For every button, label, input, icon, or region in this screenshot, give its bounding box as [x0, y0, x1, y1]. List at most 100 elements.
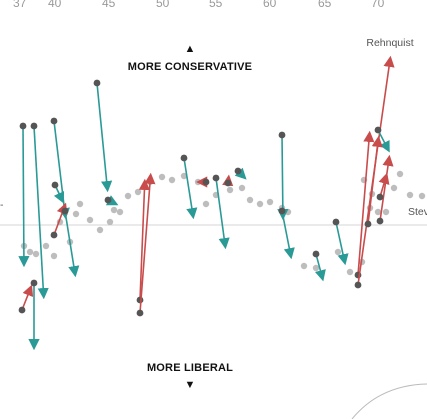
start-point — [202, 178, 210, 186]
x-tick-label: 55 — [209, 0, 223, 10]
justice-movement — [104, 195, 119, 206]
down-arrow-icon: ▼ — [184, 379, 195, 391]
start-point — [354, 281, 362, 289]
movement-arrow — [139, 172, 156, 314]
start-point — [278, 207, 286, 215]
start-point — [50, 117, 58, 125]
movement-arrow — [277, 134, 289, 221]
movement-arrow — [64, 210, 80, 278]
x-tick-label: 65 — [318, 0, 332, 10]
x-tick-label: 50 — [156, 0, 170, 10]
x-tick-label: 40 — [48, 0, 62, 10]
background-point — [158, 173, 166, 181]
movement-arrow — [377, 129, 390, 153]
justice-movement — [136, 178, 151, 304]
justice-movement — [93, 79, 113, 193]
background-point — [116, 208, 124, 216]
justice-movement — [28, 279, 40, 351]
start-point — [136, 296, 144, 304]
background-point — [300, 262, 308, 270]
start-point — [374, 126, 382, 134]
background-point — [76, 200, 84, 208]
movement-arrow — [96, 82, 113, 193]
background-point — [246, 196, 254, 204]
background-point — [396, 170, 404, 178]
x-tick-label: 45 — [102, 0, 116, 10]
movement-arrow — [281, 210, 295, 260]
justice-movement — [374, 126, 390, 153]
justice-movement — [196, 176, 210, 188]
start-point — [50, 231, 58, 239]
justice-movement — [212, 174, 230, 250]
start-point — [19, 122, 27, 130]
start-point — [278, 131, 286, 139]
justice-movement — [234, 167, 247, 180]
justice-movement — [180, 154, 198, 220]
movement-arrow — [33, 125, 49, 300]
background-point — [256, 200, 264, 208]
background-point — [418, 192, 426, 200]
justice-movement — [51, 181, 65, 204]
background-point — [96, 226, 104, 234]
background-point — [110, 206, 118, 214]
justice-movement — [61, 207, 80, 278]
background-point — [180, 172, 188, 180]
movement-arrow — [18, 125, 30, 268]
start-point — [376, 217, 384, 225]
justice-movement — [222, 174, 234, 187]
justice-movement — [332, 218, 349, 266]
justice-movement — [277, 131, 289, 221]
start-point — [104, 196, 112, 204]
justice-movement — [312, 250, 326, 282]
background-point — [106, 218, 114, 226]
start-point — [312, 250, 320, 258]
justice-movement — [50, 117, 70, 220]
movement-arrow — [21, 284, 34, 311]
movement-arrow — [379, 154, 394, 222]
justice-movements — [18, 55, 395, 351]
start-point — [18, 306, 26, 314]
more-conservative-label: MORE CONSERVATIVE — [128, 61, 252, 73]
start-point — [93, 79, 101, 87]
movement-arrow — [183, 157, 198, 220]
decorative-arc — [351, 383, 427, 419]
background-point — [86, 216, 94, 224]
start-point — [224, 179, 232, 187]
background-point — [238, 184, 246, 192]
start-point — [30, 279, 38, 287]
background-point — [382, 208, 390, 216]
background-point — [134, 188, 142, 196]
start-point — [364, 220, 372, 228]
justice-movement — [136, 172, 156, 317]
background-point — [26, 248, 34, 256]
background-point — [406, 191, 414, 199]
background-point — [32, 250, 40, 258]
background-point — [266, 198, 274, 206]
background-point — [390, 184, 398, 192]
background-point — [374, 208, 382, 216]
more-liberal-label: MORE LIBERAL — [147, 362, 233, 374]
movement-arrow — [53, 120, 70, 220]
start-point — [61, 207, 69, 215]
up-arrow-icon: ▲ — [184, 43, 195, 55]
start-point — [212, 174, 220, 182]
background-point — [284, 208, 292, 216]
movement-arrow — [335, 221, 349, 266]
x-axis-ticks: 37 40 45 50 55 60 65 70 — [13, 0, 385, 10]
start-point — [51, 181, 59, 189]
background-point — [334, 248, 342, 256]
background-point — [226, 186, 234, 194]
background-point — [50, 252, 58, 260]
background-point — [72, 210, 80, 218]
left-edge-label-partial: - — [0, 199, 4, 211]
start-point — [234, 167, 242, 175]
movement-arrow — [367, 135, 383, 225]
start-point — [180, 154, 188, 162]
background-point — [124, 192, 132, 200]
justice-movement — [18, 122, 30, 268]
start-point — [332, 218, 340, 226]
rehnquist-label: Rehnquist — [366, 37, 413, 49]
movement-arrow — [138, 178, 151, 301]
movement-arrow — [378, 172, 390, 198]
